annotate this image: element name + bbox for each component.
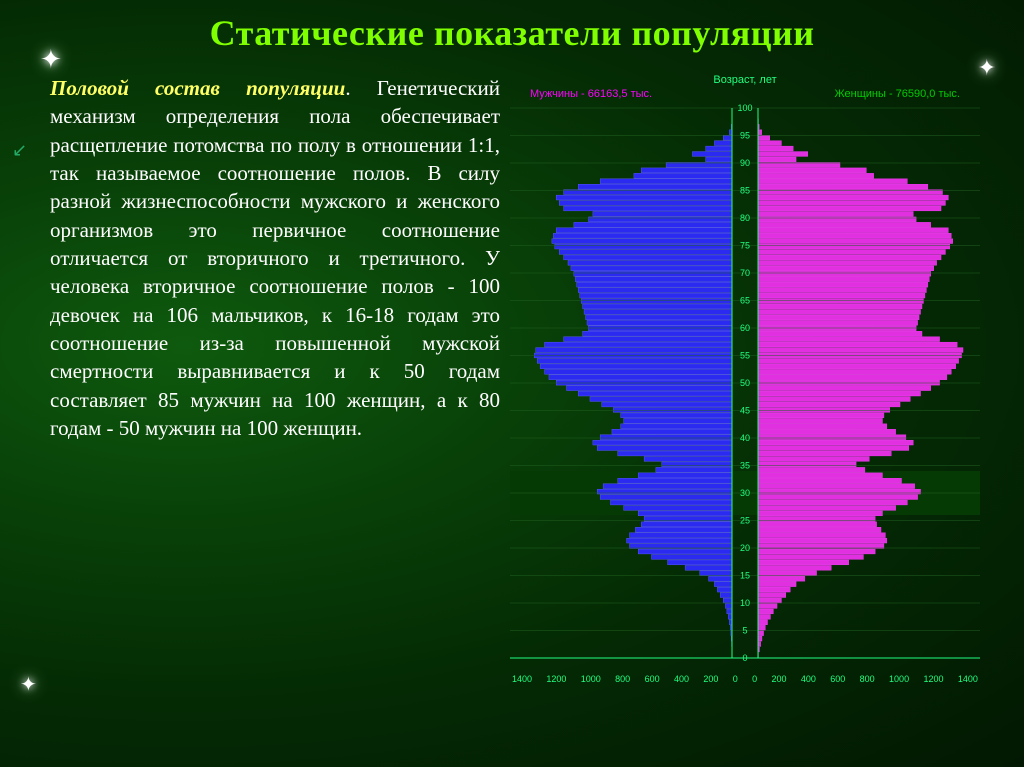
svg-text:65: 65 — [740, 296, 750, 306]
sparkle-decor: ✦ — [978, 55, 996, 81]
body-text: Половой состав популяции. Генетический м… — [50, 74, 500, 684]
age-axis-title: Возраст, лет — [510, 74, 980, 86]
svg-text:75: 75 — [740, 241, 750, 251]
slide-title: Статические показатели популяции — [0, 0, 1024, 54]
sparkle-decor: ✦ — [20, 672, 37, 697]
pyramid-svg: 100 95 90 85 80 75 70 65 60 55 50 45 40 35 30 25 20 15 10 5… — [510, 102, 980, 672]
svg-text:20: 20 — [740, 543, 750, 553]
svg-text:15: 15 — [740, 571, 750, 581]
pyramid-chart: Возраст, лет Мужчины - 66163,5 тыс. Женщ… — [510, 74, 980, 684]
svg-text:35: 35 — [740, 461, 750, 471]
svg-text:55: 55 — [740, 351, 750, 361]
svg-text:95: 95 — [740, 131, 750, 141]
svg-text:50: 50 — [740, 378, 750, 388]
lead-phrase: Половой состав популяции — [50, 76, 345, 100]
svg-text:85: 85 — [740, 186, 750, 196]
svg-text:45: 45 — [740, 406, 750, 416]
male-label: Мужчины - 66163,5 тыс. — [530, 88, 652, 100]
svg-text:60: 60 — [740, 323, 750, 333]
svg-text:90: 90 — [740, 158, 750, 168]
corner-arrow-icon: ↙ — [12, 140, 27, 161]
x-axis-labels: 1400120010008006004002000020040060080010… — [510, 672, 980, 684]
pyramid-svg-container: 100 95 90 85 80 75 70 65 60 55 50 45 40 35 30 25 20 15 10 5… — [510, 102, 980, 672]
sparkle-decor: ✦ — [40, 45, 62, 75]
svg-text:25: 25 — [740, 516, 750, 526]
female-label: Женщины - 76590,0 тыс. — [835, 88, 961, 100]
svg-text:5: 5 — [742, 626, 747, 636]
svg-text:10: 10 — [740, 598, 750, 608]
body-paragraph: . Генетический механизм определения пола… — [50, 76, 500, 440]
svg-text:80: 80 — [740, 213, 750, 223]
content-row: Половой состав популяции. Генетический м… — [0, 54, 1024, 684]
svg-text:70: 70 — [740, 268, 750, 278]
svg-text:100: 100 — [737, 103, 752, 113]
svg-text:40: 40 — [740, 433, 750, 443]
svg-text:30: 30 — [740, 488, 750, 498]
